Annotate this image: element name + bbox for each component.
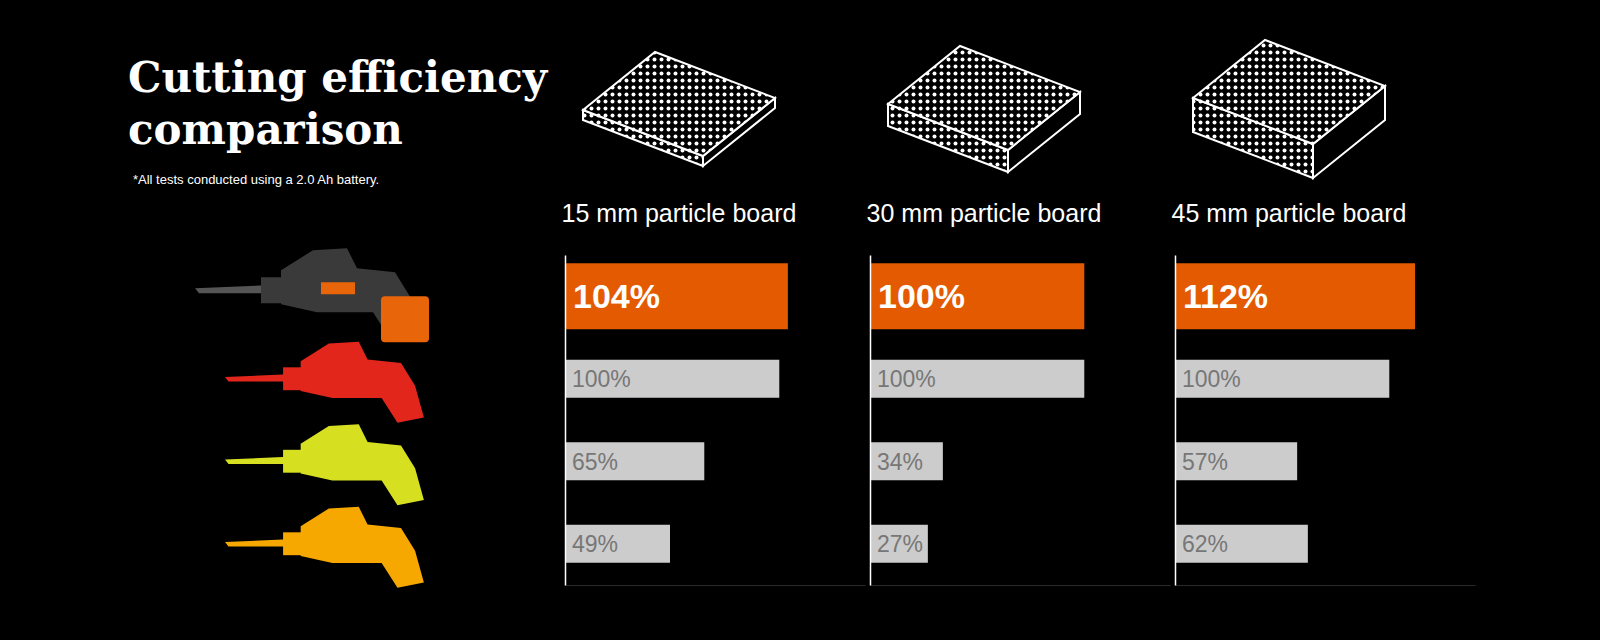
tool-icon <box>225 342 424 423</box>
data-label: 65% <box>572 449 618 475</box>
data-label: 104% <box>573 277 660 315</box>
bars <box>1176 263 1415 563</box>
tool-chuck <box>283 367 302 390</box>
x-axis <box>871 585 1171 586</box>
bars <box>566 263 788 563</box>
tool-body <box>301 342 424 423</box>
bar <box>1176 525 1308 563</box>
bar <box>871 525 928 563</box>
data-label: 27% <box>877 531 923 557</box>
tool-battery <box>381 296 429 342</box>
tool-blade <box>195 285 267 293</box>
x-axis <box>566 585 866 586</box>
data-label: 100% <box>572 366 631 392</box>
bar <box>871 263 1084 329</box>
board-icon <box>583 52 775 166</box>
tool-blade <box>225 457 288 464</box>
bar <box>566 263 788 329</box>
x-axis-line <box>566 585 866 586</box>
tool-icon <box>225 424 424 505</box>
panel-title: 45 mm particle board <box>1172 199 1407 227</box>
bar <box>1176 442 1297 480</box>
x-axis-line <box>1176 585 1476 586</box>
y-axis <box>1175 256 1177 586</box>
y-axis <box>565 256 567 586</box>
tool-body <box>301 507 424 588</box>
chart-root: Cutting efficiencycomparison *All tests c… <box>0 0 1600 640</box>
subtitle: *All tests conducted using a 2.0 Ah batt… <box>133 172 379 187</box>
panel: 30 mm particle board 100% 100% 34% 27% <box>867 46 1171 586</box>
bar <box>1176 263 1415 329</box>
data-label: 100% <box>878 277 965 315</box>
data-label: 100% <box>1182 366 1241 392</box>
x-axis-line <box>871 585 1171 586</box>
panel: 15 mm particle board 104% 100% 65% 49% <box>562 52 866 586</box>
data-label: 49% <box>572 531 618 557</box>
bars <box>871 263 1084 563</box>
background <box>0 0 1600 640</box>
tool-logo <box>321 282 355 294</box>
board-icon <box>888 46 1080 172</box>
bar <box>871 442 943 480</box>
board-icon <box>1193 40 1385 178</box>
panel: 45 mm particle board 112% 100% 57% 62% <box>1172 40 1476 586</box>
board-top <box>888 46 1080 150</box>
panel-title: 15 mm particle board <box>562 199 797 227</box>
data-label: 57% <box>1182 449 1228 475</box>
bar <box>566 442 704 480</box>
data-label: 34% <box>877 449 923 475</box>
tool-chuck <box>283 450 302 473</box>
tool-icon <box>195 248 429 342</box>
bar <box>566 525 670 563</box>
bar <box>566 360 779 398</box>
data-label: 112% <box>1183 277 1268 315</box>
board-top <box>583 52 775 156</box>
tool-blade <box>225 539 288 546</box>
title: Cutting efficiencycomparison <box>128 53 549 154</box>
data-label: 100% <box>877 366 936 392</box>
tool-body <box>301 424 424 505</box>
y-axis <box>870 256 872 586</box>
y-axis-line <box>1175 256 1177 586</box>
tool-icon <box>225 507 424 588</box>
panel-title: 30 mm particle board <box>867 199 1102 227</box>
tool-chuck <box>283 532 302 555</box>
bar <box>1176 360 1389 398</box>
tool-chuck <box>261 277 283 303</box>
y-axis-line <box>870 256 872 586</box>
data-label: 62% <box>1182 531 1228 557</box>
x-axis <box>1176 585 1476 586</box>
bar <box>871 360 1084 398</box>
board-top <box>1193 40 1385 144</box>
y-axis-line <box>565 256 567 586</box>
tool-blade <box>225 374 288 381</box>
